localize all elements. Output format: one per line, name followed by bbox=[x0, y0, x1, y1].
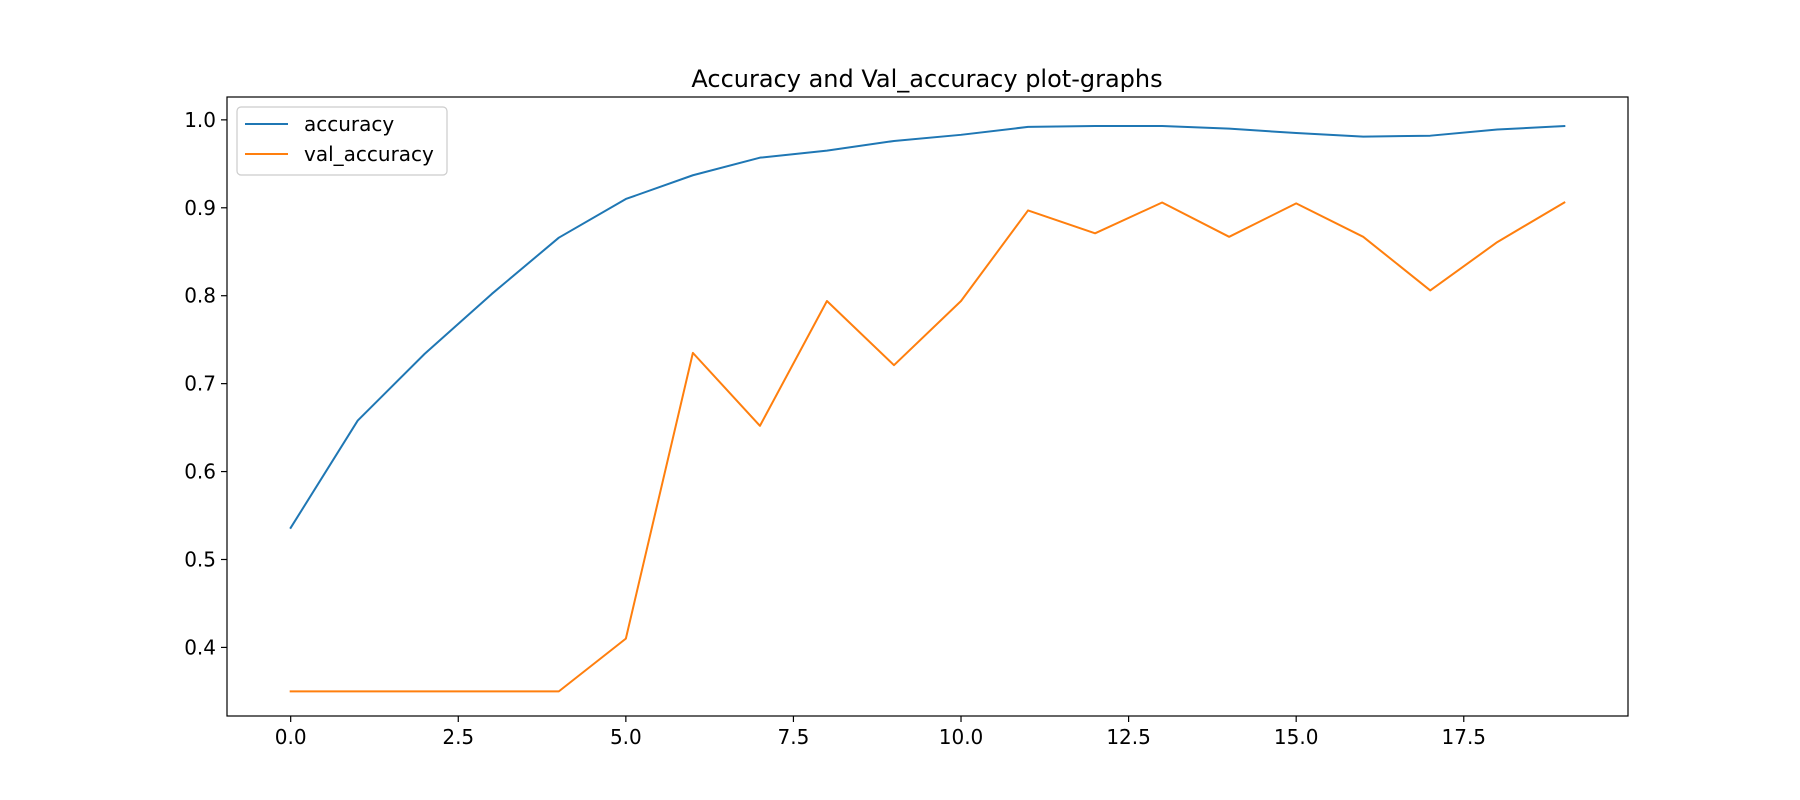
y-tick-label: 0.8 bbox=[184, 284, 216, 308]
x-tick-label: 0.0 bbox=[275, 725, 307, 749]
y-tick-label: 0.4 bbox=[184, 635, 216, 659]
x-axis: 0.0 2.5 5.0 7.5 10.0 12.5 15.0 17.5 bbox=[275, 716, 1486, 749]
y-tick-label: 0.5 bbox=[184, 547, 216, 571]
x-tick-label: 12.5 bbox=[1106, 725, 1151, 749]
x-tick-label: 15.0 bbox=[1274, 725, 1319, 749]
y-tick-label: 1.0 bbox=[184, 108, 216, 132]
y-tick-label: 0.7 bbox=[184, 372, 216, 396]
legend-box bbox=[236, 106, 448, 176]
series-line-accuracy bbox=[289, 124, 1566, 530]
y-axis: 0.4 0.5 0.6 0.7 0.8 0.9 1.0 bbox=[184, 108, 227, 659]
x-tick-label: 7.5 bbox=[778, 725, 810, 749]
x-tick-label: 17.5 bbox=[1442, 725, 1487, 749]
legend: accuracy val_accuracy bbox=[236, 106, 448, 176]
legend-label: val_accuracy bbox=[304, 142, 434, 166]
y-tick-label: 0.9 bbox=[184, 196, 216, 220]
y-tick-label: 0.6 bbox=[184, 460, 216, 484]
series-layer bbox=[289, 124, 1566, 693]
x-tick-label: 2.5 bbox=[442, 725, 474, 749]
plot-frame bbox=[226, 96, 1629, 717]
series-line-val-accuracy bbox=[289, 201, 1566, 693]
x-tick-label: 5.0 bbox=[610, 725, 642, 749]
legend-label: accuracy bbox=[304, 112, 394, 136]
x-tick-label: 10.0 bbox=[939, 725, 984, 749]
chart-title: Accuracy and Val_accuracy plot-graphs bbox=[691, 65, 1162, 93]
